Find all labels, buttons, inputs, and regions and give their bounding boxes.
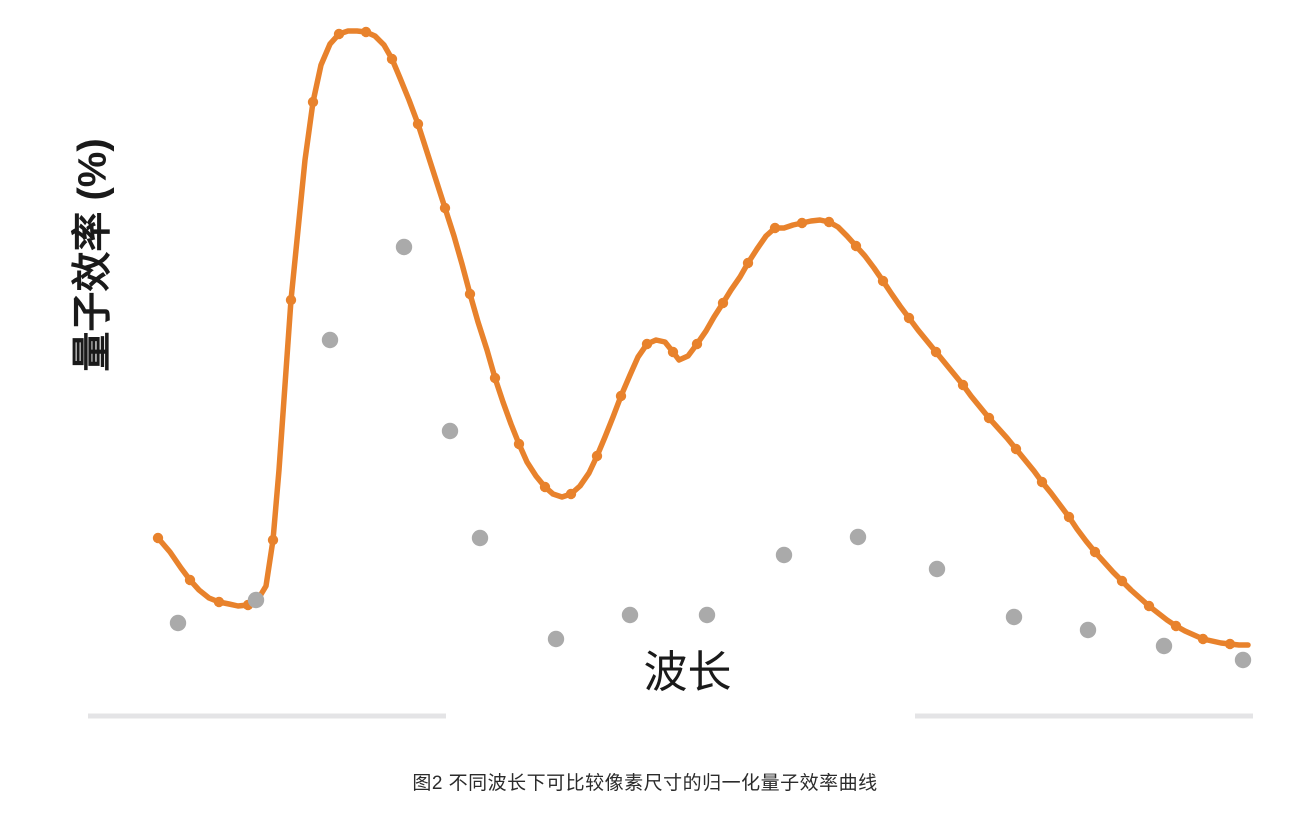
gray-scatter-point [698, 606, 716, 624]
qe-data-marker [1143, 600, 1155, 612]
qe-data-marker [386, 53, 398, 65]
qe-data-marker [850, 240, 862, 252]
gray-scatter-point [1005, 608, 1023, 626]
qe-data-marker [152, 532, 164, 544]
gray-scatter-point [395, 238, 413, 256]
gray-scatter-point [247, 591, 265, 609]
qe-data-marker [267, 534, 279, 546]
qe-data-marker [877, 275, 889, 287]
qe-data-marker [1089, 546, 1101, 558]
figure-caption: 图2 不同波长下可比较像素尺寸的归一化量子效率曲线 [412, 773, 878, 794]
qe-curve-line [155, 28, 1251, 648]
gray-scatter-point [775, 546, 793, 564]
qe-data-marker [1036, 476, 1048, 488]
qe-data-marker [717, 297, 729, 309]
gray-scatter-point [621, 606, 639, 624]
qe-data-marker [1063, 511, 1075, 523]
qe-data-marker [412, 118, 424, 130]
qe-data-marker [285, 294, 297, 306]
qe-data-marker [213, 596, 225, 608]
gray-scatter-point [849, 528, 867, 546]
qe-data-marker [184, 574, 196, 586]
qe-data-marker [796, 217, 808, 229]
qe-data-marker [565, 488, 577, 500]
gray-scatter-point [928, 560, 946, 578]
qe-curve-markers [152, 26, 1236, 650]
gray-scatter-point [321, 331, 339, 349]
gray-scatter-point [547, 630, 565, 648]
qe-curve [155, 28, 1251, 648]
chart-plot-area [88, 26, 1253, 719]
qe-data-marker [489, 372, 501, 384]
qe-data-marker [513, 438, 525, 450]
qe-data-marker [615, 390, 627, 402]
gray-scatter-point [1155, 637, 1173, 655]
qe-data-marker [1197, 633, 1209, 645]
qe-data-marker [641, 338, 653, 350]
qe-data-marker [691, 338, 703, 350]
qe-data-marker [1224, 638, 1236, 650]
qe-data-marker [1116, 575, 1128, 587]
qe-data-marker [769, 222, 781, 234]
qe-data-marker [823, 216, 835, 228]
qe-data-marker [957, 379, 969, 391]
qe-data-marker [930, 346, 942, 358]
gray-scatter-point [1234, 651, 1252, 669]
qe-data-marker [539, 481, 551, 493]
qe-data-marker [1170, 620, 1182, 632]
qe-data-marker [1010, 443, 1022, 455]
qe-data-marker [591, 450, 603, 462]
qe-data-marker [333, 28, 345, 40]
qe-data-marker [307, 96, 319, 108]
quantum-efficiency-chart [88, 26, 1253, 719]
qe-data-marker [464, 288, 476, 300]
qe-data-marker [903, 312, 915, 324]
qe-data-marker [667, 346, 679, 358]
qe-data-marker [439, 202, 451, 214]
gray-scatter-point [1079, 621, 1097, 639]
qe-data-marker [742, 257, 754, 269]
gray-scatter-point [471, 529, 489, 547]
qe-data-marker [360, 26, 372, 38]
gray-scatter-point [169, 614, 187, 632]
qe-data-marker [983, 412, 995, 424]
gray-scatter-points [169, 238, 1252, 669]
gray-scatter-point [441, 422, 459, 440]
